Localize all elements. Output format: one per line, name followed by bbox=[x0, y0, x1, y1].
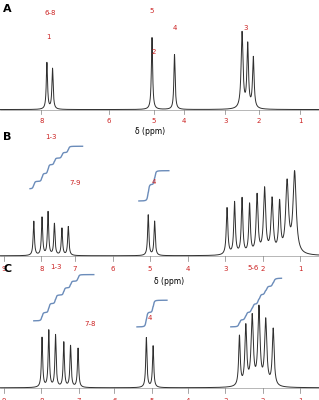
Text: 2: 2 bbox=[257, 118, 261, 124]
Text: 2: 2 bbox=[152, 49, 156, 55]
Text: B: B bbox=[3, 132, 11, 142]
Text: 3: 3 bbox=[223, 398, 227, 400]
Text: 3: 3 bbox=[244, 25, 248, 31]
Text: 1-3: 1-3 bbox=[50, 264, 62, 270]
Text: 5: 5 bbox=[148, 266, 152, 272]
Text: 6-8: 6-8 bbox=[45, 10, 56, 16]
Text: 4: 4 bbox=[148, 315, 152, 321]
Text: 1-3: 1-3 bbox=[45, 134, 56, 140]
Text: 4: 4 bbox=[185, 266, 190, 272]
Text: 1: 1 bbox=[298, 398, 302, 400]
Bar bbox=[2, 8, 131, 99]
Text: 3: 3 bbox=[223, 266, 227, 272]
Text: 6: 6 bbox=[112, 398, 117, 400]
Text: 5: 5 bbox=[152, 118, 156, 124]
Text: δ (ppm): δ (ppm) bbox=[154, 276, 184, 286]
Text: 6: 6 bbox=[110, 266, 115, 272]
Text: 1: 1 bbox=[298, 118, 302, 124]
Text: 8: 8 bbox=[39, 398, 43, 400]
Text: 6: 6 bbox=[107, 118, 111, 124]
Text: 2: 2 bbox=[261, 398, 265, 400]
Text: C: C bbox=[3, 264, 11, 274]
Text: 4: 4 bbox=[172, 25, 177, 31]
Text: 3: 3 bbox=[223, 118, 227, 124]
Text: 7-8: 7-8 bbox=[84, 321, 96, 327]
Text: 1: 1 bbox=[298, 266, 302, 272]
Text: 9: 9 bbox=[2, 398, 6, 400]
Text: 8: 8 bbox=[39, 266, 43, 272]
Text: 5-6: 5-6 bbox=[248, 265, 259, 271]
Text: 7: 7 bbox=[73, 266, 77, 272]
Text: 8: 8 bbox=[39, 118, 43, 124]
Text: 4: 4 bbox=[182, 118, 186, 124]
Text: 4: 4 bbox=[152, 179, 156, 185]
Text: 9: 9 bbox=[2, 266, 6, 272]
Text: 5: 5 bbox=[150, 8, 154, 14]
Bar bbox=[2, 138, 105, 244]
Text: 2: 2 bbox=[261, 266, 265, 272]
Bar bbox=[2, 270, 105, 376]
Text: 7: 7 bbox=[77, 398, 81, 400]
Text: δ (ppm): δ (ppm) bbox=[135, 127, 165, 136]
Text: 4: 4 bbox=[185, 398, 190, 400]
Text: 5: 5 bbox=[150, 398, 154, 400]
Text: 1: 1 bbox=[47, 34, 51, 40]
Text: 7-9: 7-9 bbox=[69, 180, 81, 186]
Text: A: A bbox=[3, 4, 12, 14]
